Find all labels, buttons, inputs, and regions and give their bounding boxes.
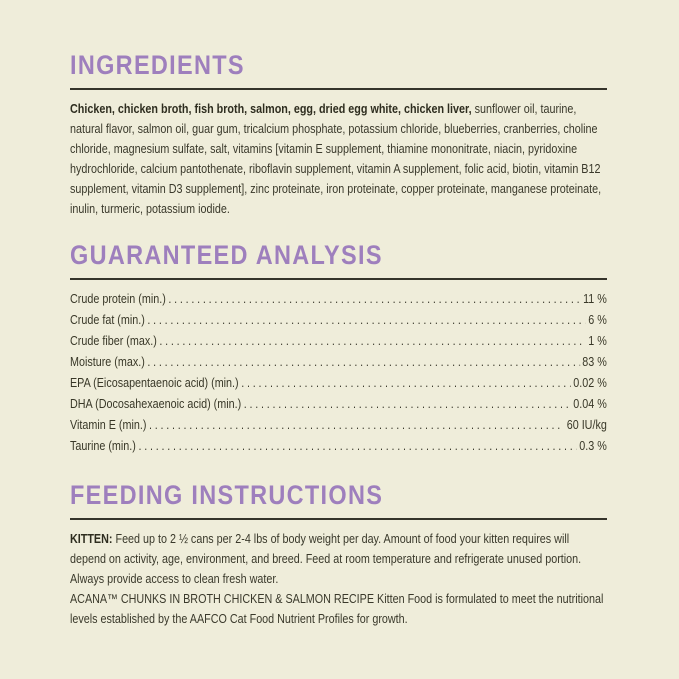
ingredients-lead: Chicken, chicken broth, fish broth, salm… [70, 102, 472, 116]
leader-dots: ........................................… [241, 376, 570, 390]
table-row: Taurine (min.) .........................… [70, 436, 607, 457]
analysis-row-value: 0.02 % [573, 376, 607, 390]
table-row: Crude fiber (max.) .....................… [70, 331, 607, 352]
guaranteed-analysis-section: GUARANTEED ANALYSIS Crude protein (min.)… [70, 240, 607, 457]
analysis-row-label: Crude fat (min.) [70, 313, 145, 327]
analysis-row-value: 60 IU/kg [566, 418, 607, 432]
table-row: Vitamin E (min.) .......................… [70, 415, 607, 436]
analysis-row-value: 0.04 % [573, 397, 607, 411]
ingredients-text: Chicken, chicken broth, fish broth, salm… [70, 99, 607, 219]
section-divider [70, 88, 607, 90]
section-divider [70, 518, 607, 520]
analysis-row-value: 11 % [583, 292, 607, 306]
feeding-rest: Feed up to 2 ½ cans per 2-4 lbs of body … [70, 532, 582, 586]
leader-dots: ........................................… [168, 292, 581, 306]
leader-dots: ........................................… [138, 439, 576, 453]
analysis-row-label: EPA (Eicosapentaenoic acid) (min.) [70, 376, 239, 390]
leader-dots: ........................................… [147, 313, 585, 327]
label-content: INGREDIENTS Chicken, chicken broth, fish… [70, 50, 607, 629]
leader-dots: ........................................… [149, 418, 565, 432]
guaranteed-analysis-title: GUARANTEED ANALYSIS [70, 240, 383, 270]
ingredients-section: INGREDIENTS Chicken, chicken broth, fish… [70, 50, 607, 219]
guaranteed-analysis-table: Crude protein (min.) ...................… [70, 289, 607, 457]
leader-dots: ........................................… [243, 397, 571, 411]
feeding-instructions-title: FEEDING INSTRUCTIONS [70, 480, 384, 510]
table-row: EPA (Eicosapentaenoic acid) (min.) .....… [70, 373, 607, 394]
feeding-text: KITTEN: Feed up to 2 ½ cans per 2-4 lbs … [70, 529, 607, 589]
analysis-row-value: 6 % [588, 313, 607, 327]
table-row: DHA (Docosahexaenoic acid) (min.) ......… [70, 394, 607, 415]
ingredients-text-wrap: Chicken, chicken broth, fish broth, salm… [70, 99, 607, 219]
ingredients-title: INGREDIENTS [70, 50, 245, 80]
ingredients-rest: sunflower oil, taurine, natural flavor, … [70, 102, 602, 216]
analysis-row-value: 0.3 % [579, 439, 607, 453]
analysis-row-value: 1 % [588, 334, 607, 348]
analysis-row-label: Taurine (min.) [70, 439, 136, 453]
analysis-row-label: Crude protein (min.) [70, 292, 166, 306]
feeding-text-wrap: KITTEN: Feed up to 2 ½ cans per 2-4 lbs … [70, 529, 607, 629]
analysis-row-label: Moisture (max.) [70, 355, 145, 369]
table-row: Crude fat (min.) .......................… [70, 310, 607, 331]
leader-dots: ........................................… [147, 355, 579, 369]
analysis-row-label: Crude fiber (max.) [70, 334, 157, 348]
analysis-row-label: DHA (Docosahexaenoic acid) (min.) [70, 397, 242, 411]
table-row: Crude protein (min.) ...................… [70, 289, 607, 310]
table-row: Moisture (max.) ........................… [70, 352, 607, 373]
leader-dots: ........................................… [159, 334, 586, 348]
analysis-row-value: 83 % [582, 355, 607, 369]
kitten-lead: KITTEN: [70, 532, 113, 546]
feeding-instructions-section: FEEDING INSTRUCTIONS KITTEN: Feed up to … [70, 480, 607, 629]
aafco-footnote: ACANA™ CHUNKS IN BROTH CHICKEN & SALMON … [70, 592, 604, 626]
analysis-row-label: Vitamin E (min.) [70, 418, 147, 432]
section-divider [70, 278, 607, 280]
